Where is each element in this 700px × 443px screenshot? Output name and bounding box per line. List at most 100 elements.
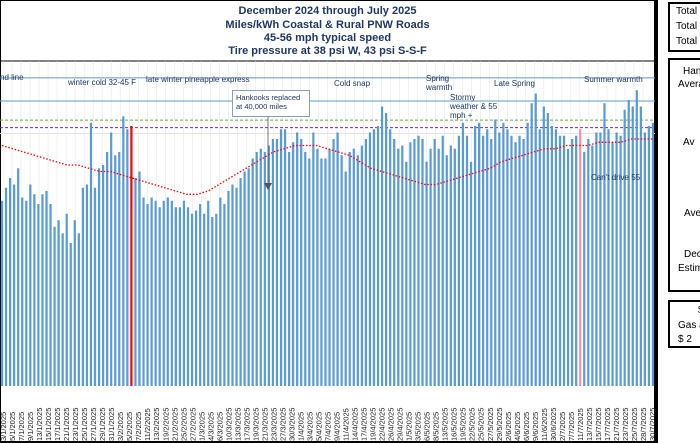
x-tick-label: 1/4/2025 [297,412,306,441]
data-bar [235,187,238,386]
data-bar [587,139,590,386]
annotation-summer-warmth: Summer warmth [584,75,643,84]
data-bar [417,135,420,386]
x-tick-label: 15/1/2025 [44,408,53,441]
data-bar [348,152,351,386]
data-bar [203,213,206,386]
data-bar [385,113,388,386]
annotation-late-spring: Late Spring [494,79,535,88]
data-bar [65,213,68,386]
data-bar [579,129,582,386]
x-tick-label: 23/1/2025 [71,408,80,441]
data-bar [405,161,408,386]
data-bar [352,148,355,386]
data-bar [211,217,214,386]
data-bar [615,132,618,386]
x-tick-label: 13/3/2025 [233,408,242,441]
data-bar [518,135,521,386]
data-bar [13,184,16,386]
data-bar [33,194,36,386]
x-tick-label: 27/5/2025 [486,408,495,441]
x-tick-label: 19/3/2025 [251,408,260,441]
chart-title-line-2: Miles/kWh Coastal & Rural PNW Roads [225,19,430,31]
data-bar [130,126,133,386]
total-label-2: Total [676,21,698,32]
x-tick-label: 31/1/2025 [107,408,116,441]
data-bar [239,178,242,386]
data-bar [292,142,295,386]
data-bar [575,135,578,386]
x-tick-label: 7/4/2025 [324,412,333,441]
data-bar [283,129,287,386]
data-bar [312,132,315,386]
data-bar [227,191,230,386]
data-bar [174,207,177,386]
data-bar [122,116,125,386]
data-bar [425,161,428,386]
annotation-nd-line: nd line [0,73,24,82]
x-tick-label: 22/5/2025 [468,408,477,441]
chart-frame [0,0,656,443]
gas-box [668,300,700,348]
data-bar [118,152,121,386]
data-bar [29,184,32,386]
x-tick-label: 25/2/2025 [179,408,188,441]
annotation-cold-snap: Cold snap [334,79,371,88]
x-tick-label: 17/1/2025 [53,408,62,441]
data-bar [271,139,275,386]
data-bar [469,161,473,386]
x-tick-label: 23/7/2025 [621,408,630,441]
data-bar [77,233,80,386]
total-label-1: Total [676,6,698,17]
chart-svg: 3/1/2025 5/1/2025 7/1/2025 9/1/2025 13/1/202… [0,0,657,443]
data-bar [324,158,327,386]
x-tick-label: 6/6/2025 [522,412,531,441]
data-bar [150,197,153,386]
data-bar [4,187,8,386]
data-bar [595,132,598,386]
x-tick-label: 2/7/2025 [558,412,567,441]
annotation-winter-cold: winter cold 32-45 F [68,78,137,87]
stat-label-avera: Avera [678,79,700,90]
annotation-cant-drive-55: Can't drive 55 [591,173,641,182]
x-tick-label: 9/4/2025 [333,412,342,441]
x-tick-label: 29/4/2025 [396,408,405,441]
data-bar [93,187,97,386]
data-bar [356,155,359,386]
x-tick-label: 23/3/2025 [269,408,278,441]
data-bar [142,197,145,386]
data-bar [101,165,105,386]
data-bar [566,148,570,386]
x-tick-label: 7/7/2025 [567,412,576,441]
x-tick-label: 19/5/2025 [459,408,468,441]
data-bar [437,148,440,386]
data-bar [162,200,165,386]
data-bar [304,152,307,386]
data-bar [482,135,485,386]
data-bar [190,213,194,386]
data-bar [170,200,173,386]
x-tick-label: 13/2/2025 [152,408,161,441]
stats-box [668,58,700,292]
data-bar [45,191,48,386]
x-tick-label: 4/6/2025 [513,412,522,441]
x-tick-label: 11/2/2025 [143,408,152,441]
data-bar [9,178,12,386]
data-bar [510,135,513,386]
data-bar [490,139,493,386]
x-tick-label: 22/4/2025 [378,408,387,441]
gas-label: Gas a [678,320,700,331]
data-bar [389,129,392,386]
stat-label-estim: Estim [678,263,700,274]
data-bar [73,220,76,386]
side-panel: Total Total Total Han Avera Av Ave Dec E… [658,0,700,443]
data-bar [332,139,335,386]
data-bar [376,126,380,386]
x-tick-label: 19/2/2025 [161,408,170,441]
data-bar [550,126,554,386]
x-tick-label: 7/2/2025 [134,412,143,441]
data-bar [207,200,210,386]
annotation-stormy-weather: Stormy weather & 55 mph + [450,93,498,120]
data-bar [296,132,299,386]
data-bar [89,122,93,386]
